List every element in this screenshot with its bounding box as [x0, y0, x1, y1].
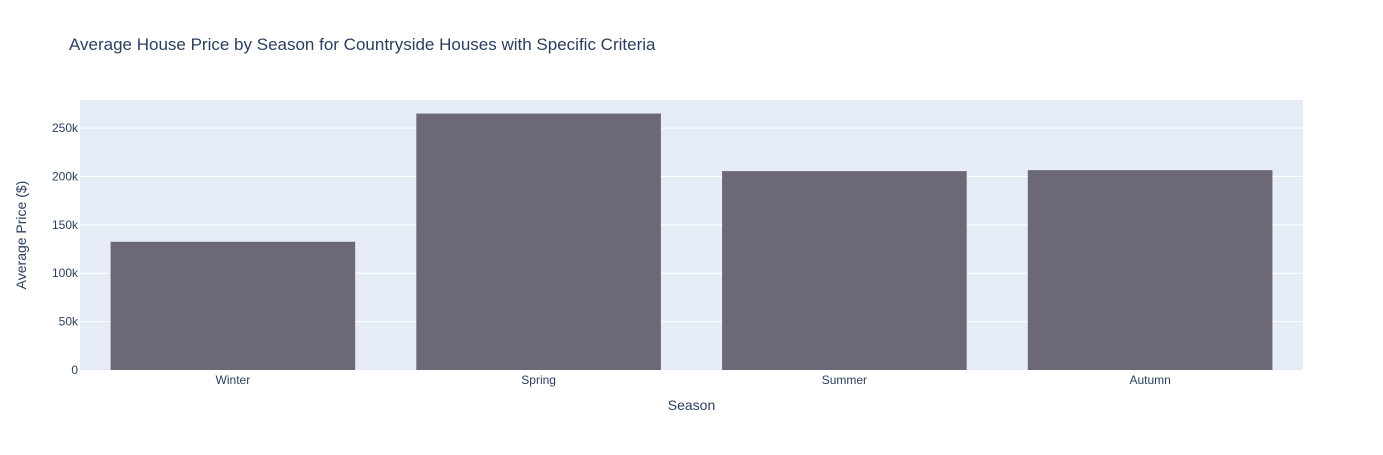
y-tick-label: 150k: [52, 218, 79, 232]
y-tick-label: 250k: [52, 121, 79, 135]
bar-autumn: [1027, 170, 1273, 370]
y-tick-label: 100k: [52, 266, 79, 280]
x-tick-label: Autumn: [1129, 373, 1170, 387]
x-axis-title: Season: [668, 397, 715, 413]
chart-title: Average House Price by Season for Countr…: [69, 35, 656, 54]
x-axis-ticks: Winter Spring Summer Autumn: [216, 373, 1171, 387]
bar-winter: [110, 241, 356, 370]
bar-spring: [416, 113, 661, 370]
bars: [110, 113, 1273, 370]
bar-summer: [722, 171, 967, 370]
x-tick-label: Winter: [216, 373, 251, 387]
y-tick-label: 50k: [59, 315, 79, 329]
x-tick-label: Spring: [521, 373, 556, 387]
y-axis-ticks: 0 50k 100k 150k 200k 250k: [52, 121, 79, 377]
y-tick-label: 0: [71, 363, 78, 377]
y-tick-label: 200k: [52, 169, 79, 183]
y-axis-title: Average Price ($): [13, 181, 29, 290]
x-tick-label: Summer: [822, 373, 867, 387]
